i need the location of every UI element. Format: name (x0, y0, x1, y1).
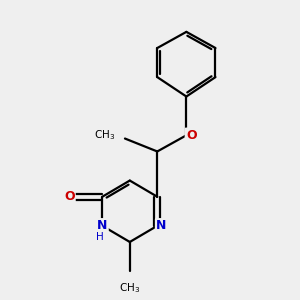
Text: O: O (64, 190, 74, 203)
Text: N: N (156, 219, 166, 232)
Text: H: H (96, 232, 104, 242)
Text: N: N (97, 219, 107, 232)
Text: CH$_3$: CH$_3$ (94, 128, 115, 142)
Text: O: O (186, 129, 196, 142)
Text: CH$_3$: CH$_3$ (119, 281, 140, 295)
